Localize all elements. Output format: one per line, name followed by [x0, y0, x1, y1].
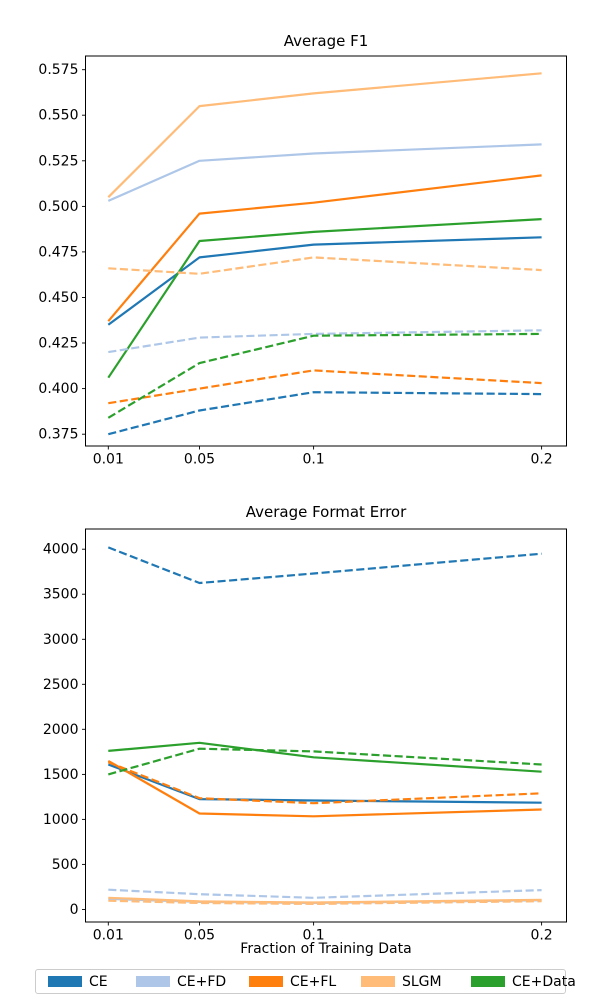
chart-1: 0.01 0.05 0.1 0.2 0 500 1000 1500 2000 2500 3000 35…: [43, 528, 567, 944]
y-tick-label: 0.550: [38, 108, 78, 124]
y-tick-label: 3000: [43, 632, 79, 648]
legend-swatch-CE+FD: [136, 976, 170, 987]
y-tick-label: 1000: [43, 812, 79, 828]
y-tick-label: 0.575: [38, 62, 78, 78]
legend-label-SLGM: SLGM: [402, 973, 442, 990]
y-tick-label: 3500: [43, 587, 79, 603]
legend-item-CE+FD: CE+FD: [136, 970, 226, 993]
y-tick-label: 0.525: [38, 153, 78, 169]
plot-border: [85, 528, 567, 923]
line-CE+FL-dashed: [107, 761, 542, 805]
legend-label-CE+Data: CE+Data: [512, 973, 576, 990]
line-SLGM-solid: [108, 896, 542, 904]
chart-0: 0.01 0.05 0.1 0.2 0.375 0.400 0.425 0.450 0.475 0…: [38, 55, 567, 468]
line-CE+FL-solid: [107, 174, 542, 322]
legend-swatch-SLGM: [361, 976, 395, 987]
y-tick-label: 0: [70, 902, 79, 918]
line-CE-solid: [107, 236, 542, 326]
x-tick-label: 0.2: [530, 928, 552, 944]
legend: CE CE+FD CE+FL SLGM CE+Data: [35, 969, 576, 994]
legend-item-CE+Data: CE+Data: [471, 970, 576, 993]
line-CE-dashed: [108, 391, 542, 436]
y-tick-label: 2500: [43, 677, 79, 693]
x-tick-label: 0.1: [302, 928, 324, 944]
legend-swatch-CE: [48, 976, 82, 987]
line-SLGM-dashed: [108, 256, 542, 275]
legend-item-CE: CE: [48, 970, 108, 993]
line-CE+FL-dashed: [108, 369, 542, 405]
line-CE+FD-dashed: [108, 329, 542, 354]
x-tick-label: 0.05: [184, 452, 215, 468]
line-CE+Data-solid: [108, 741, 542, 773]
chart-title-average-f1: Average F1: [283, 32, 369, 50]
line-CE+FD-dashed: [108, 888, 542, 899]
chart-title-average-format-error: Average Format Error: [245, 503, 407, 521]
legend-item-SLGM: SLGM: [361, 970, 442, 993]
legend-label-CE+FL: CE+FL: [290, 973, 337, 990]
x-axis-label: Fraction of Training Data: [240, 941, 412, 957]
legend-swatch-CE+Data: [471, 976, 505, 987]
line-CE-dashed: [107, 546, 542, 585]
y-tick-label: 2000: [43, 722, 79, 738]
legend-label-CE+FD: CE+FD: [177, 973, 227, 990]
y-tick-label: 0.475: [38, 244, 78, 260]
x-tick-label: 0.05: [184, 928, 215, 944]
line-CE+Data-dashed: [107, 332, 542, 419]
plot-border: [85, 55, 567, 447]
y-tick-label: 4000: [43, 542, 79, 558]
y-tick-label: 1500: [43, 767, 79, 783]
y-tick-label: 0.500: [38, 199, 78, 215]
line-SLGM-dashed: [108, 899, 542, 906]
x-tick-label: 0.01: [93, 452, 124, 468]
line-CE+FL-solid: [107, 759, 542, 818]
y-tick-label: 0.425: [38, 336, 78, 352]
legend-item-CE+FL: CE+FL: [249, 970, 336, 993]
legend-swatch-CE+FL: [249, 976, 283, 987]
line-CE+FD-solid: [107, 143, 542, 202]
line-CE+Data-dashed: [108, 747, 542, 776]
x-tick-label: 0.1: [302, 452, 324, 468]
y-tick-label: 500: [52, 857, 79, 873]
line-SLGM-solid: [107, 72, 542, 198]
x-tick-label: 0.01: [93, 928, 124, 944]
line-CE+Data-solid: [107, 218, 542, 379]
x-tick-label: 0.2: [530, 452, 552, 468]
y-tick-label: 0.400: [38, 381, 78, 397]
y-tick-label: 0.375: [38, 427, 78, 443]
y-tick-label: 0.450: [38, 290, 78, 306]
legend-label-CE: CE: [89, 973, 108, 990]
